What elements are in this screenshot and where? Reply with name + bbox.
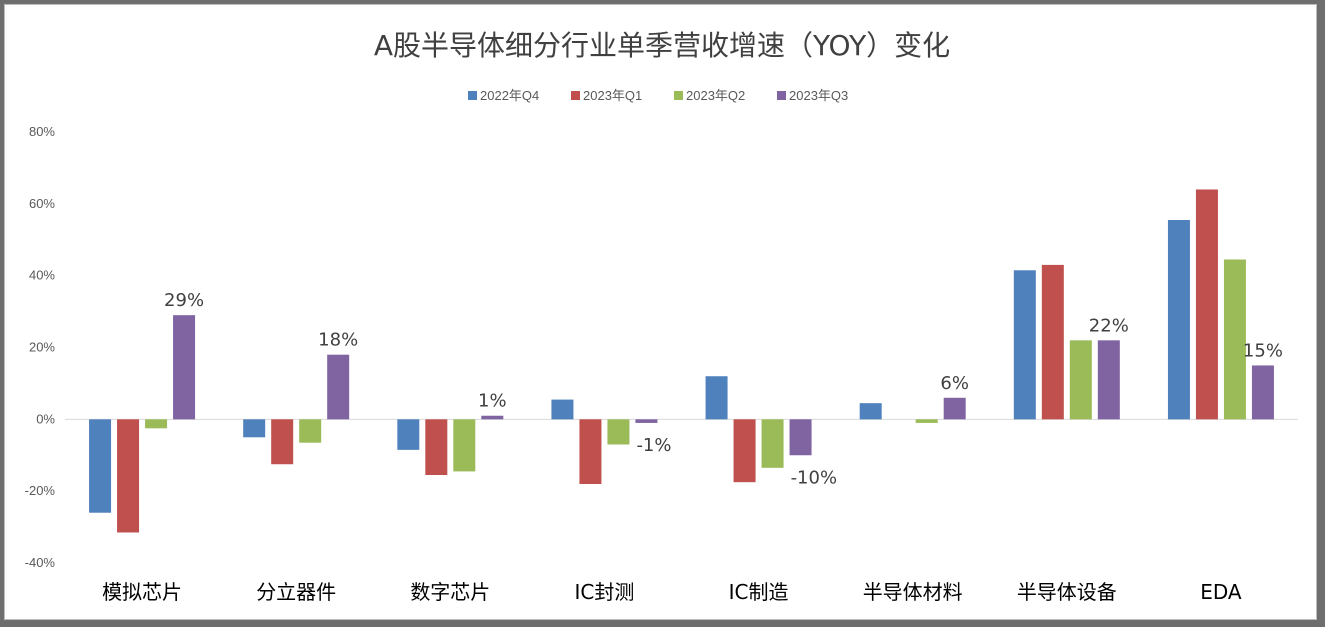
x-axis-categories: 模拟芯片 分立器件 数字芯片 IC封测 IC制造 半导体材料 半导体设备 EDA	[102, 580, 1242, 604]
legend: 2022年Q4 2023年Q1 2023年Q2 2023年Q3	[468, 88, 848, 103]
bar-7-0	[1167, 219, 1190, 420]
legend-swatch-3	[777, 91, 786, 100]
y-axis: -40% -20% 0% 20% 40% 60% 80%	[25, 124, 1298, 570]
bar-6-2	[1069, 340, 1092, 420]
category-label-6: 半导体设备	[1017, 580, 1117, 604]
y-tick-label: 40%	[29, 268, 55, 283]
bar-5-3	[943, 397, 966, 420]
category-label-0: 模拟芯片	[102, 580, 182, 604]
y-tick-label: 80%	[29, 124, 55, 139]
bar-6-1	[1041, 264, 1064, 420]
bar-1-0	[243, 419, 266, 438]
bar-6-3	[1097, 340, 1120, 420]
data-label-3: -1%	[636, 435, 671, 456]
legend-swatch-1	[571, 91, 580, 100]
bar-1-2	[299, 419, 322, 443]
bar-0-0	[89, 419, 112, 513]
bar-3-0	[551, 399, 574, 420]
bar-3-2	[607, 419, 630, 445]
data-label-1: 18%	[318, 330, 358, 351]
data-label-6: 22%	[1089, 315, 1129, 336]
bar-3-1	[579, 419, 602, 484]
chart-title: A股半导体细分行业单季营收增速（YOY）变化	[374, 29, 950, 62]
legend-swatch-0	[468, 91, 477, 100]
y-tick-label: 60%	[29, 196, 55, 211]
bar-0-1	[117, 419, 140, 533]
bar-4-3	[789, 419, 812, 456]
y-tick-label: -20%	[25, 483, 56, 498]
legend-label-1: 2023年Q1	[583, 88, 642, 103]
bar-0-2	[145, 419, 168, 429]
chart-frame	[4, 4, 1317, 620]
category-label-3: IC封测	[575, 580, 635, 604]
bar-6-0	[1013, 270, 1036, 420]
bar-3-3	[635, 419, 658, 423]
data-label-7: 15%	[1243, 340, 1283, 361]
data-label-4: -10%	[791, 467, 838, 488]
legend-swatch-2	[674, 91, 683, 100]
data-label-0: 29%	[164, 290, 204, 311]
category-label-1: 分立器件	[256, 580, 336, 604]
bar-4-2	[761, 419, 784, 468]
bar-1-1	[271, 419, 294, 465]
legend-label-0: 2022年Q4	[480, 88, 539, 103]
y-tick-label: 20%	[29, 340, 55, 355]
bar-7-2	[1223, 259, 1246, 420]
legend-label-3: 2023年Q3	[789, 88, 848, 103]
category-label-7: EDA	[1200, 580, 1242, 604]
bar-2-2	[453, 419, 476, 472]
data-label-5: 6%	[940, 373, 969, 394]
bar-5-0	[859, 403, 882, 420]
legend-label-2: 2023年Q2	[686, 88, 745, 103]
y-tick-label: 0%	[36, 411, 55, 426]
category-label-2: 数字芯片	[410, 580, 490, 604]
bars	[89, 189, 1274, 533]
bar-7-1	[1195, 189, 1218, 420]
bar-0-3	[173, 315, 196, 420]
data-labels: 29% 18% 1% -1% -10% 6% 22% 15%	[164, 290, 1283, 488]
bar-1-3	[327, 354, 350, 420]
bar-7-3	[1251, 365, 1274, 420]
bar-2-1	[425, 419, 448, 476]
bar-5-2	[915, 419, 938, 423]
y-tick-label: -40%	[25, 555, 56, 570]
bar-2-0	[397, 419, 420, 450]
data-label-2: 1%	[478, 391, 507, 412]
bar-2-3	[481, 415, 504, 420]
category-label-4: IC制造	[729, 580, 789, 604]
bar-4-1	[733, 419, 756, 483]
category-label-5: 半导体材料	[863, 580, 963, 604]
bar-4-0	[705, 376, 728, 420]
